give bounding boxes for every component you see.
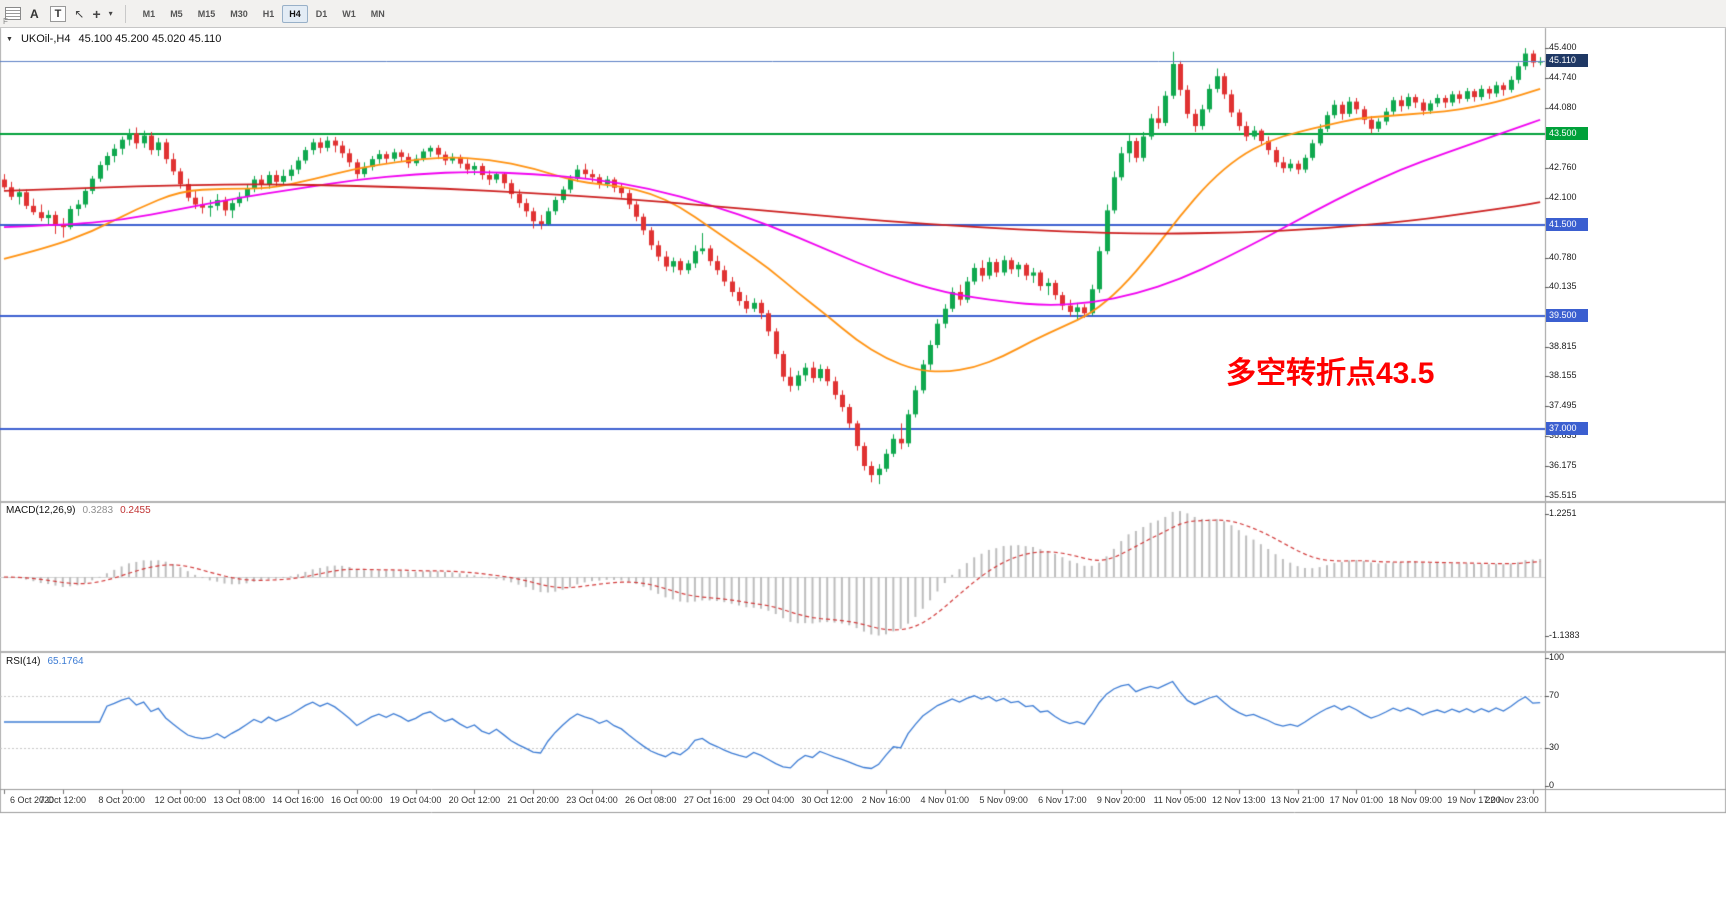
macd-signal-value: 0.2455: [120, 505, 151, 516]
current-price-box: 45.110: [1546, 54, 1588, 67]
time-axis-label: 27 Oct 16:00: [683, 795, 736, 805]
symbol-timeframe-label: UKOil-,H4: [20, 33, 71, 45]
price-axis-tick-label: 45.400: [1549, 42, 1577, 52]
time-axis-label: 11 Nov 05:00: [1153, 795, 1207, 805]
time-axis-label: 20 Oct 12:00: [448, 795, 501, 805]
time-axis-label: 12 Nov 13:00: [1212, 795, 1266, 805]
ohlc-values-label: 45.100 45.200 45.020 45.110: [78, 33, 222, 45]
collapse-chart-icon[interactable]: ▼: [6, 35, 13, 43]
timeframe-toolbar: M1 M5 M15 M30 H1 H4 D1 W1 MN: [136, 4, 392, 23]
time-axis-label: 5 Nov 09:00: [979, 795, 1028, 805]
price-axis-tick-label: 42.760: [1549, 162, 1577, 172]
price-axis-tick-label: 36.175: [1549, 460, 1577, 470]
price-level-box: 41.500: [1546, 218, 1588, 231]
time-axis-label: 16 Oct 00:00: [331, 795, 383, 805]
timeframe-button-m5[interactable]: M5: [170, 8, 183, 19]
time-axis-label: 2 Nov 16:00: [861, 795, 911, 805]
rsi-indicator-label: RSI(14) 65.1764: [6, 656, 84, 667]
timeframe-button-m15[interactable]: M15: [197, 8, 216, 19]
rsi-axis-label: 30: [1549, 742, 1560, 752]
time-axis-label: 6 Nov 17:00: [1038, 795, 1087, 805]
time-axis-label: 13 Oct 08:00: [213, 795, 265, 805]
time-axis-label: 26 Oct 08:00: [625, 795, 677, 805]
price-axis-tick-label: 36.835: [1549, 430, 1577, 440]
price-level-box: 43.500: [1546, 127, 1588, 140]
grid-icon[interactable]: [5, 7, 21, 20]
time-axis-label: 22 Nov 23:00: [1485, 795, 1539, 805]
rsi-axis-label: 70: [1549, 690, 1560, 700]
time-axis-label: 9 Nov 20:00: [1096, 795, 1146, 805]
price-axis-tick-label: 38.155: [1549, 370, 1577, 380]
text-label-tool-button[interactable]: T: [49, 5, 67, 22]
time-axis-label: 6 Oct 2020: [9, 795, 55, 805]
macd-axis-label: -1.1383: [1549, 630, 1580, 640]
time-axis-label: 4 Nov 01:00: [920, 795, 970, 805]
crosshair-tool-icon[interactable]: +: [92, 5, 101, 22]
rsi-name: RSI(14): [6, 656, 41, 667]
main-toolbar: A T ↖ + ▾ M1 M5 M15 M30 H1 H4 D1 W1 MN F: [0, 0, 1726, 28]
timeframe-button-mn[interactable]: MN: [370, 8, 385, 19]
price-axis-tick-label: 44.080: [1549, 102, 1577, 112]
chart-annotation-text[interactable]: 多空转折点43.5: [1226, 357, 1435, 390]
price-axis-tick-label: 40.135: [1549, 281, 1577, 291]
timeframe-button-d1[interactable]: D1: [315, 8, 328, 19]
price-axis-tick-label: 35.515: [1549, 490, 1577, 500]
time-axis-label: 19 Nov 17:00: [1447, 795, 1501, 805]
rsi-axis-label: 100: [1549, 652, 1565, 662]
price-axis-tick-label: 42.100: [1549, 192, 1577, 202]
timeframe-button-h4[interactable]: H4: [282, 4, 308, 23]
time-axis-label: 14 Oct 16:00: [272, 795, 324, 805]
chart-title: ▼ UKOil-,H4 45.100 45.200 45.020 45.110: [6, 33, 221, 45]
tools-dropdown-caret-icon[interactable]: ▾: [108, 9, 113, 18]
time-axis-label: 19 Oct 04:00: [389, 795, 442, 805]
time-axis-label: 17 Nov 01:00: [1329, 795, 1384, 805]
cursor-tool-icon[interactable]: ↖: [74, 6, 85, 21]
price-axis-tick-label: 38.815: [1549, 341, 1577, 351]
time-axis-label: 21 Oct 20:00: [507, 795, 559, 805]
time-axis-label: 13 Nov 21:00: [1270, 795, 1325, 805]
time-axis-label: 29 Oct 04:00: [742, 795, 795, 805]
price-axis-tick-label: 40.780: [1549, 252, 1577, 262]
price-level-box: 37.000: [1546, 422, 1588, 435]
toolbar-separator: [124, 4, 126, 23]
timeframe-button-h1[interactable]: H1: [262, 8, 275, 19]
timeframe-button-m30[interactable]: M30: [230, 8, 248, 19]
time-axis-label: 7 Oct 12:00: [39, 795, 87, 805]
price-axis-tick-label: 37.495: [1549, 400, 1577, 410]
rsi-value: 65.1764: [47, 656, 84, 667]
price-level-box: 39.500: [1546, 309, 1588, 322]
time-axis-label: 12 Oct 00:00: [154, 795, 207, 805]
rsi-axis-label: 0: [1549, 780, 1555, 790]
time-axis-label: 23 Oct 04:00: [566, 795, 618, 805]
time-axis-label: 18 Nov 09:00: [1388, 795, 1442, 805]
macd-main-value: 0.3283: [82, 505, 114, 516]
toolbar-corner-label: F: [3, 17, 8, 26]
macd-indicator-label: MACD(12,26,9) 0.3283 0.2455: [6, 505, 151, 516]
timeframe-button-w1[interactable]: W1: [342, 8, 356, 19]
time-axis-label: 8 Oct 20:00: [98, 795, 145, 805]
macd-axis-label: 1.2251: [1549, 508, 1577, 518]
text-annotation-tool-button[interactable]: A: [30, 6, 39, 21]
time-axis-label: 30 Oct 12:00: [801, 795, 853, 805]
price-axis-tick-label: 44.740: [1549, 72, 1577, 82]
macd-name: MACD(12,26,9): [6, 505, 76, 516]
timeframe-button-m1[interactable]: M1: [142, 8, 156, 19]
